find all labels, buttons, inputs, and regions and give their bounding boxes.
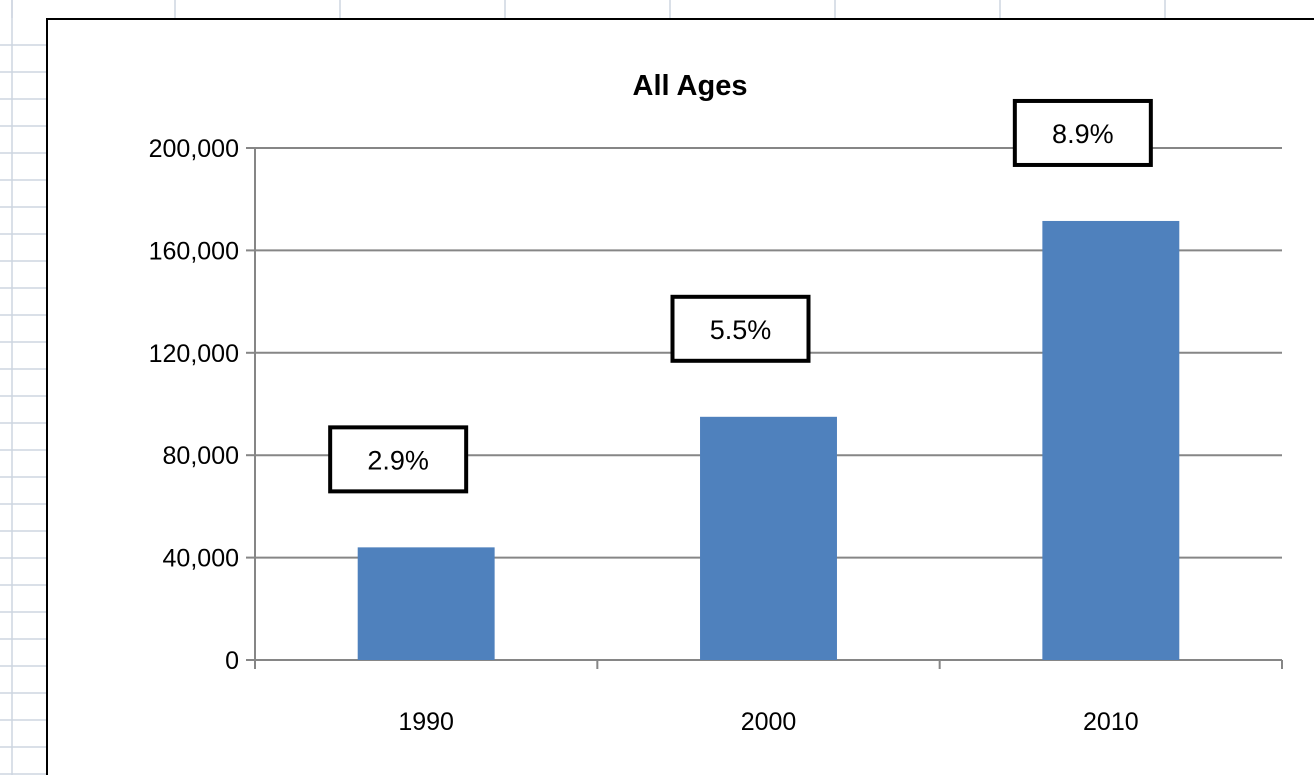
data-label: 2.9% <box>367 445 429 475</box>
y-tick-label: 200,000 <box>149 135 239 163</box>
y-tick-label: 0 <box>225 647 239 675</box>
data-label: 5.5% <box>710 315 772 345</box>
chart-title: All Ages <box>633 70 748 102</box>
data-label-frame <box>1012 98 1153 167</box>
data-label-frame <box>670 294 811 363</box>
y-tick-label: 160,000 <box>149 237 239 265</box>
data-label: 8.9% <box>1052 119 1114 149</box>
y-axis: 0 40,000 80,000 120,000 160,000 200,000 <box>149 135 256 675</box>
y-tick-label: 80,000 <box>163 442 239 470</box>
x-tick-label: 2000 <box>741 708 797 736</box>
y-tick-label: 120,000 <box>149 340 239 368</box>
data-label-box: 8.9% <box>1012 98 1153 167</box>
bar <box>1042 220 1180 660</box>
data-label-box: 2.9% <box>328 425 469 494</box>
bar <box>357 547 495 660</box>
data-label-box: 5.5% <box>670 294 811 363</box>
bar <box>700 416 837 660</box>
y-tick-label: 40,000 <box>163 545 239 573</box>
data-label-frame <box>328 425 469 494</box>
x-axis: 1990 2000 2010 <box>254 659 1283 736</box>
bars <box>357 220 1180 660</box>
x-tick-label: 2010 <box>1083 708 1139 736</box>
data-labels: 2.9% 5.5% 8.9% <box>328 98 1153 494</box>
x-tick-label: 1990 <box>398 708 454 736</box>
